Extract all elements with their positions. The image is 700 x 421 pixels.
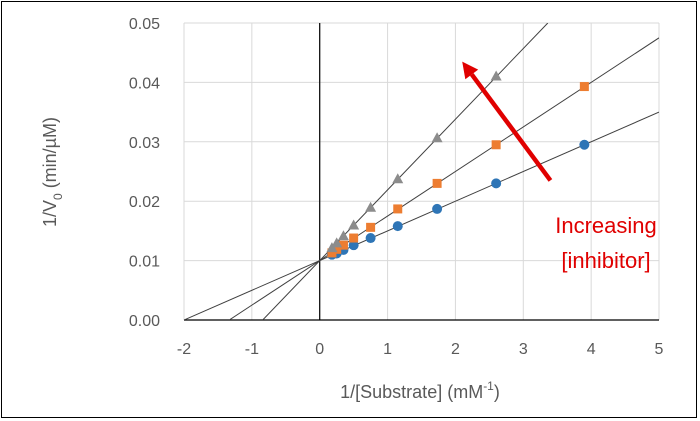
point-series-1 bbox=[432, 203, 443, 214]
point-series-1 bbox=[348, 240, 359, 251]
y-tick-label: 0.00 bbox=[129, 313, 160, 330]
x-axis-title: 1/[Substrate] (mM-1) bbox=[340, 379, 500, 402]
fit-line-2 bbox=[228, 37, 659, 320]
annotation-line-2: [inhibitor] bbox=[561, 248, 650, 273]
x-tick-label: 0 bbox=[315, 341, 324, 358]
x-tick-label: 4 bbox=[587, 341, 596, 358]
point-series-2 bbox=[332, 244, 342, 254]
annotation-arrow-shaft bbox=[469, 73, 553, 182]
y-tick-label: 0.02 bbox=[129, 194, 160, 211]
y-tick-label: 0.01 bbox=[129, 254, 160, 271]
point-series-2 bbox=[491, 140, 501, 150]
axes bbox=[184, 23, 659, 321]
x-tick-label: 5 bbox=[655, 341, 664, 358]
point-series-2 bbox=[338, 240, 348, 250]
point-series-3 bbox=[348, 219, 360, 230]
point-series-2 bbox=[349, 233, 359, 243]
point-series-3 bbox=[365, 201, 377, 212]
point-series-3 bbox=[392, 173, 404, 184]
point-series-2 bbox=[327, 248, 337, 258]
gridlines bbox=[183, 22, 660, 321]
point-series-3 bbox=[331, 237, 343, 248]
x-tick-label: 1 bbox=[383, 341, 392, 358]
point-series-1 bbox=[365, 233, 376, 244]
point-series-3 bbox=[490, 70, 502, 81]
point-series-2 bbox=[393, 204, 403, 214]
point-series-1 bbox=[491, 178, 502, 189]
x-tick-label: 2 bbox=[451, 341, 460, 358]
y-tick-label: 0.05 bbox=[129, 16, 160, 33]
y-axis-title: 1/V0 (min/µM) bbox=[40, 117, 65, 227]
point-series-1 bbox=[392, 221, 403, 232]
x-tick-label: -2 bbox=[177, 341, 191, 358]
annotation-line-1: Increasing bbox=[555, 213, 657, 238]
point-series-1 bbox=[579, 139, 590, 150]
point-series-2 bbox=[432, 178, 442, 188]
point-series-3 bbox=[337, 230, 349, 241]
annotation-arrow-head bbox=[462, 61, 479, 80]
data-points bbox=[326, 70, 590, 260]
point-series-2 bbox=[579, 82, 589, 92]
fit-line-3 bbox=[262, 23, 549, 320]
x-tick-label: -1 bbox=[245, 341, 259, 358]
fit-lines bbox=[184, 23, 659, 320]
annotation bbox=[462, 61, 553, 182]
tick-labels: -2 -1 0 1 2 3 4 5 0.00 0.01 0.02 0.03 0.04 0.05 bbox=[129, 16, 664, 358]
y-tick-label: 0.04 bbox=[129, 75, 160, 92]
point-series-2 bbox=[366, 222, 376, 232]
point-series-3 bbox=[431, 132, 443, 143]
x-tick-label: 3 bbox=[519, 341, 528, 358]
y-tick-label: 0.03 bbox=[129, 135, 160, 152]
